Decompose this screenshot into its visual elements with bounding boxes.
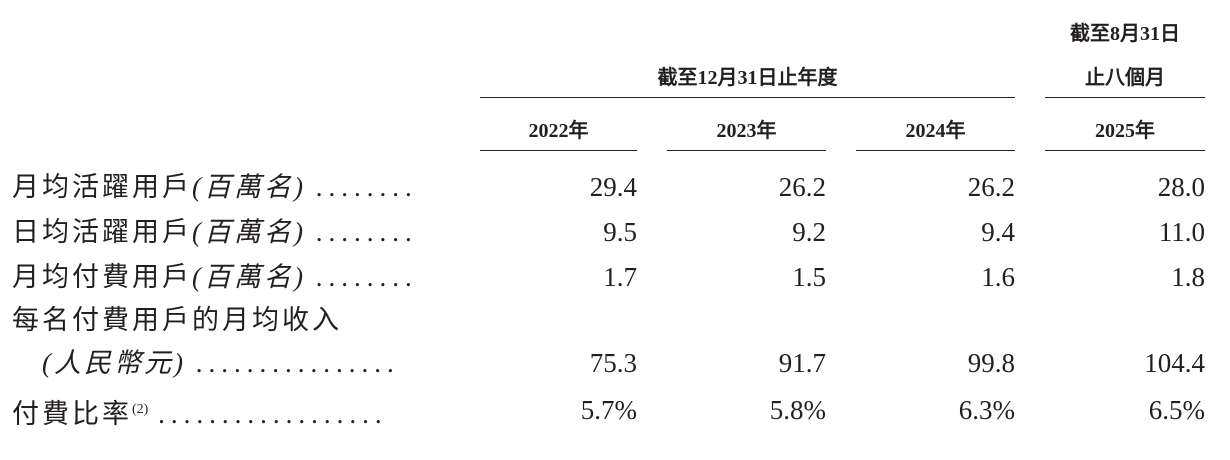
year-rule [667, 150, 826, 151]
unit-text: (百萬名) [192, 172, 306, 202]
year-rule [1045, 150, 1205, 151]
cell-mau-2024: 26.2 [967, 172, 1015, 202]
year-header-2022: 2022年 [528, 120, 589, 142]
row-label-arppu: 每名付費用戶的月均收入 [12, 305, 342, 335]
dot-leader: ........ [315, 217, 418, 247]
row-label-paying-ratio: 付費比率(2) .................. [12, 393, 388, 431]
cell-arppu-2023: 91.7 [778, 348, 826, 378]
cell-ratio-2024: 6.3% [958, 395, 1015, 425]
year-rule [856, 150, 1015, 151]
header-eight-months-line2: 止八個月 [1085, 67, 1165, 89]
row-label-dau: 日均活躍用戶(百萬名) ........ [12, 215, 418, 249]
label-text: 月均活躍用戶 [12, 172, 192, 202]
header-rule [480, 97, 1015, 98]
header-year-ended: 截至12月31日止年度 [657, 67, 838, 89]
year-header-2024: 2024年 [905, 120, 966, 142]
unit-text: (人民幣元) [42, 348, 186, 378]
cell-arppu-2024: 99.8 [967, 348, 1015, 378]
cell-paying-2023: 1.5 [792, 262, 826, 292]
unit-text: (百萬名) [192, 217, 306, 247]
cell-dau-2022: 9.5 [603, 217, 637, 247]
unit-text: (百萬名) [192, 262, 306, 292]
cell-paying-2025: 1.8 [1171, 262, 1205, 292]
footnote-marker: (2) [132, 402, 149, 417]
cell-arppu-2025: 104.4 [1144, 348, 1205, 378]
cell-dau-2024: 9.4 [981, 217, 1015, 247]
year-header-2023: 2023年 [716, 120, 777, 142]
year-header-2025: 2025年 [1095, 120, 1155, 142]
cell-dau-2025: 11.0 [1158, 217, 1205, 247]
header-eight-months-line1: 截至8月31日 [1070, 23, 1180, 45]
row-label-paying-users: 月均付費用戶(百萬名) ........ [12, 260, 418, 294]
dot-leader: ........ [315, 172, 418, 202]
cell-mau-2023: 26.2 [778, 172, 826, 202]
dot-leader: .................. [158, 399, 388, 429]
cell-ratio-2023: 5.8% [769, 395, 826, 425]
cell-ratio-2025: 6.5% [1148, 395, 1205, 425]
cell-dau-2023: 9.2 [792, 217, 826, 247]
header-rule [1045, 97, 1205, 98]
cell-ratio-2022: 5.7% [580, 395, 637, 425]
dot-leader: ................ [195, 348, 400, 378]
label-text: 日均活躍用戶 [12, 217, 192, 247]
label-text: 付費比率 [12, 399, 132, 429]
cell-mau-2025: 28.0 [1157, 172, 1205, 202]
row-label-arppu-unit: (人民幣元) ................ [42, 346, 400, 380]
row-label-mau: 月均活躍用戶(百萬名) ........ [12, 170, 418, 204]
dot-leader: ........ [315, 262, 418, 292]
cell-mau-2022: 29.4 [589, 172, 637, 202]
cell-arppu-2022: 75.3 [589, 348, 637, 378]
label-text: 月均付費用戶 [12, 262, 192, 292]
year-rule [480, 150, 637, 151]
cell-paying-2024: 1.6 [981, 262, 1015, 292]
cell-paying-2022: 1.7 [603, 262, 637, 292]
